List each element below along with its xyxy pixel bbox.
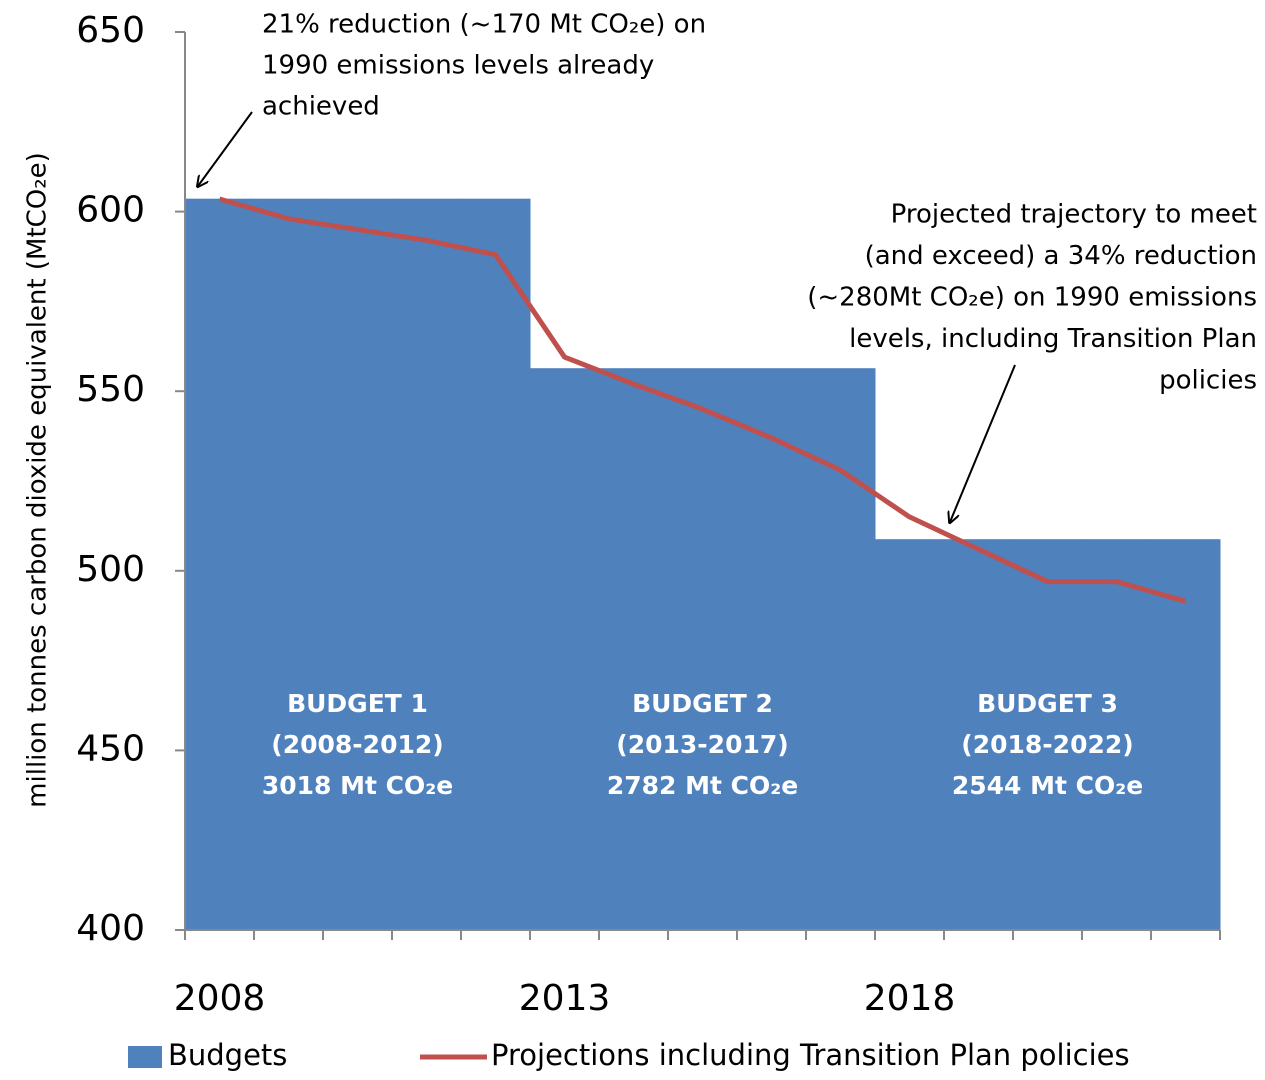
budget-label: 3018 Mt CO₂e	[262, 771, 453, 800]
y-tick-label: 400	[76, 908, 145, 949]
budget-label: (2013-2017)	[616, 730, 788, 759]
annotation: (~280Mt CO₂e) on 1990 emissions	[807, 283, 1257, 313]
bar	[668, 368, 738, 931]
y-tick-label: 650	[76, 10, 145, 51]
y-tick-label: 500	[76, 549, 145, 590]
annotation: Projected trajectory to meet	[891, 200, 1257, 230]
budget-label: BUDGET 3	[977, 689, 1118, 718]
budget-label: (2008-2012)	[271, 730, 443, 759]
projection-line	[218, 196, 1187, 604]
bar	[530, 368, 600, 931]
annotation: 21% reduction (~170 Mt CO₂e) on	[262, 10, 706, 40]
legend-label: Budgets	[168, 1038, 287, 1072]
annotation: achieved	[262, 92, 380, 122]
y-tick-label: 600	[76, 190, 145, 231]
annotation-arrow	[950, 364, 1016, 522]
annotation: 1990 emissions levels already	[262, 51, 654, 81]
legend-swatch	[128, 1046, 162, 1068]
bar	[254, 198, 324, 930]
bar	[323, 198, 393, 930]
bar	[1151, 539, 1221, 930]
bar	[737, 368, 807, 931]
budget-label: BUDGET 2	[632, 689, 773, 718]
bar	[875, 539, 945, 930]
x-tick-label: 2018	[864, 978, 956, 1019]
y-axis-label: million tonnes carbon dioxide equivalent…	[23, 152, 53, 808]
budget-label: BUDGET 1	[287, 689, 428, 718]
bar	[392, 198, 462, 930]
y-tick-label: 550	[76, 369, 145, 410]
x-tick-label: 2013	[519, 978, 611, 1019]
legend-label: Projections including Transition Plan po…	[491, 1038, 1130, 1072]
bar	[806, 368, 876, 931]
annotation-arrow	[198, 111, 253, 186]
bar	[185, 198, 255, 930]
bar	[1082, 539, 1152, 930]
bar	[461, 198, 531, 930]
bar	[599, 368, 669, 931]
budget-label: 2544 Mt CO₂e	[952, 771, 1143, 800]
budget-label: (2018-2022)	[961, 730, 1133, 759]
annotation: (and exceed) a 34% reduction	[865, 241, 1257, 271]
budget-label: 2782 Mt CO₂e	[607, 771, 798, 800]
bar	[944, 539, 1014, 930]
annotation: policies	[1159, 366, 1257, 396]
y-tick-label: 450	[76, 728, 145, 769]
x-tick-label: 2008	[174, 978, 266, 1019]
annotation: levels, including Transition Plan	[849, 324, 1257, 354]
bar	[1013, 539, 1083, 930]
